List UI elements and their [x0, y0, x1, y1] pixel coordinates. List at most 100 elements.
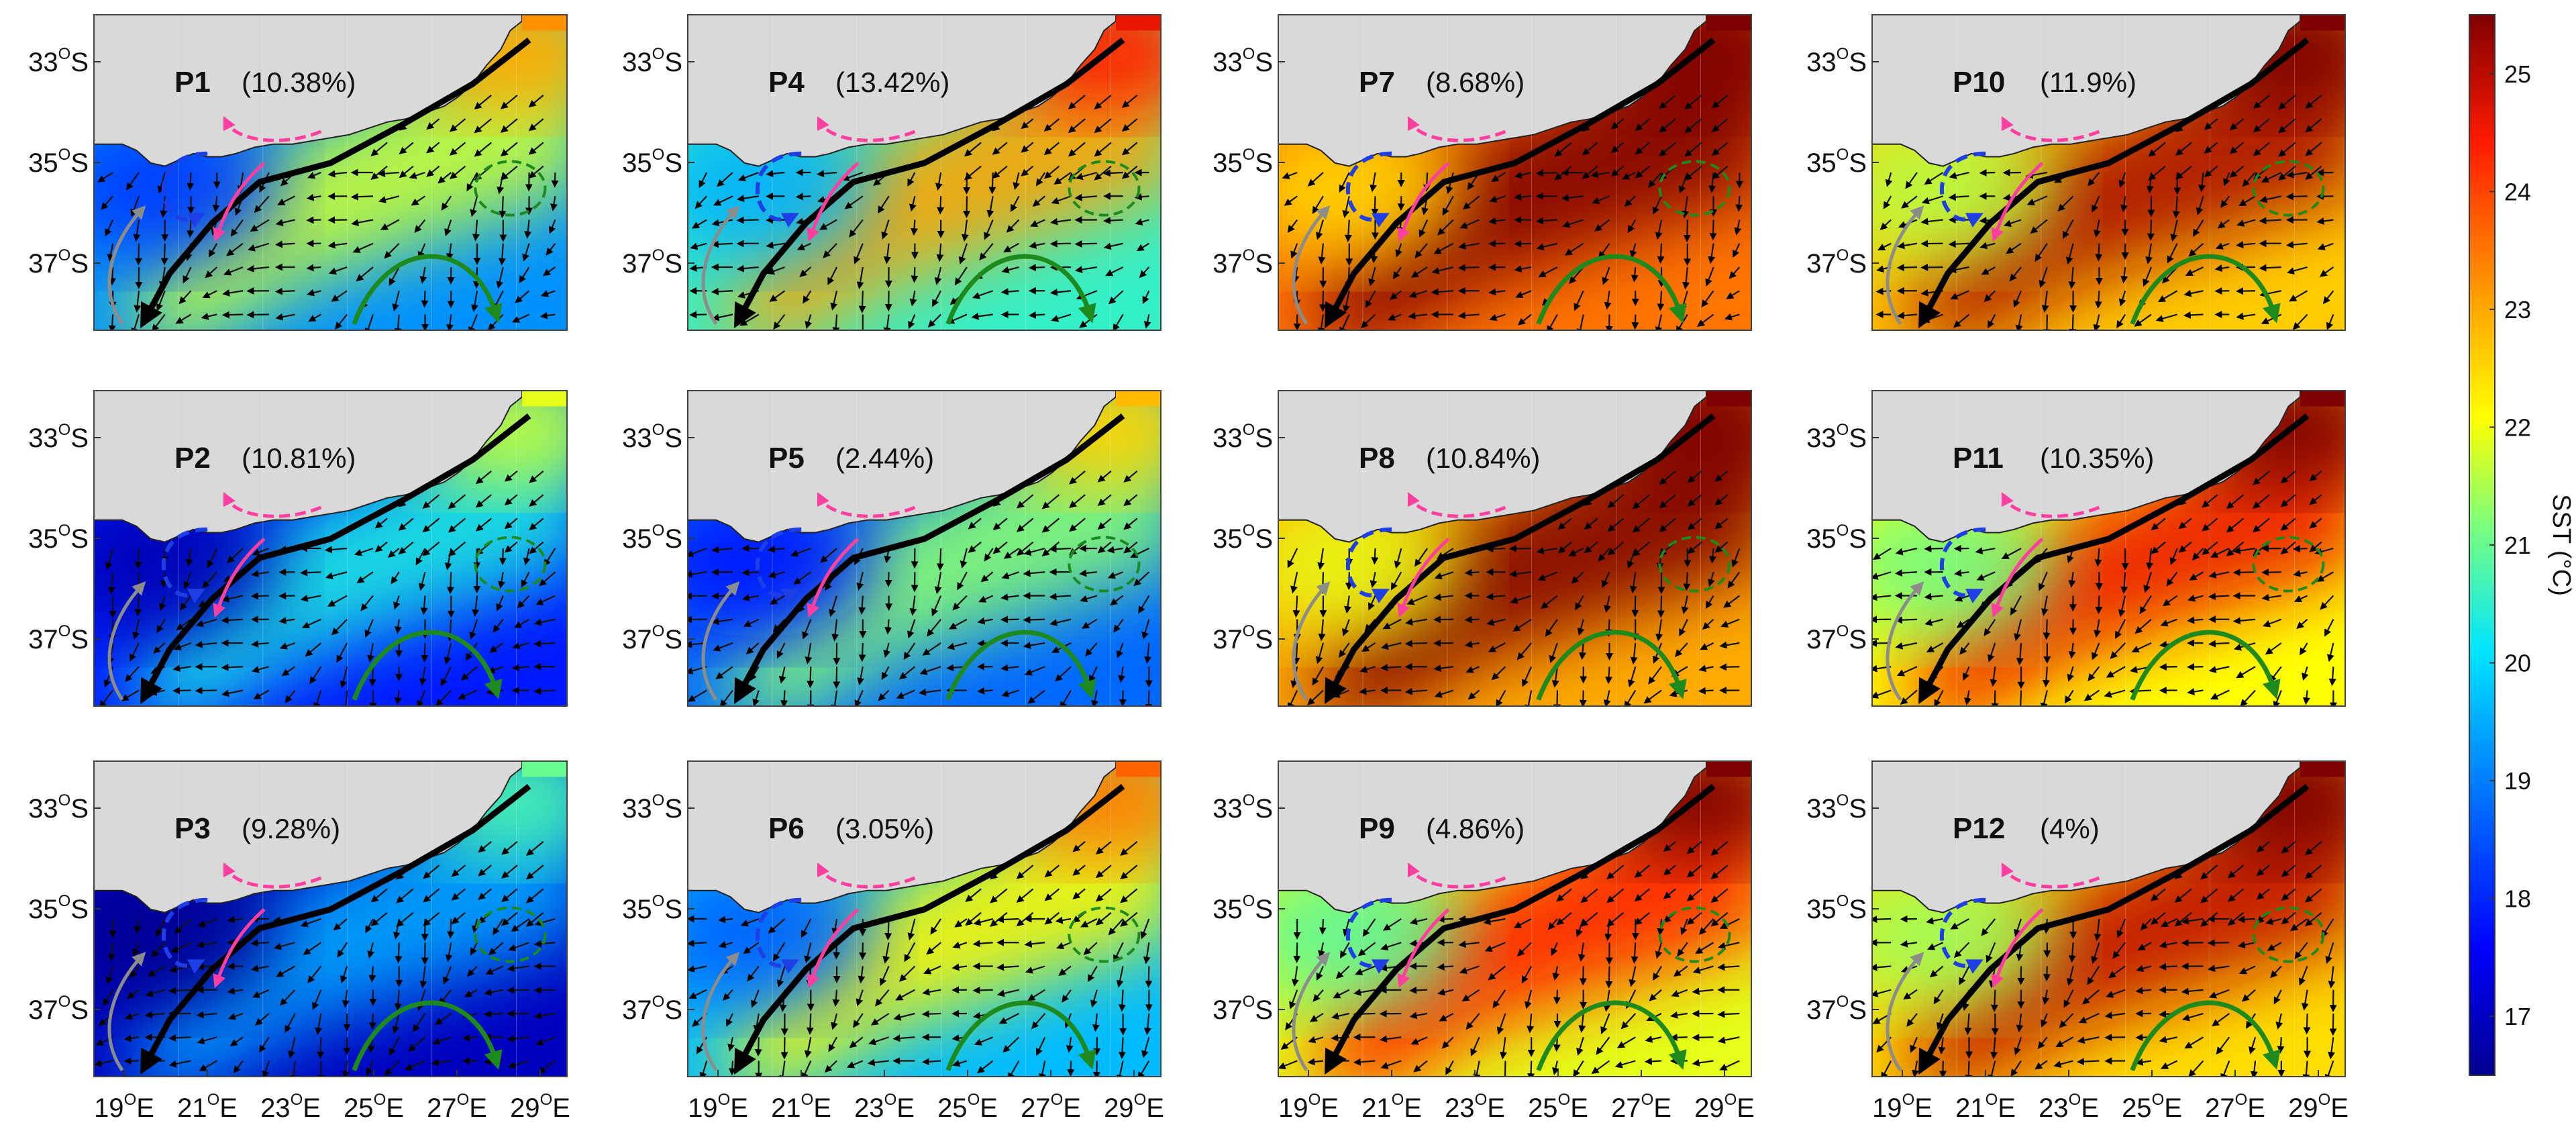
- lon-tick-label: 23OE: [1445, 1091, 1505, 1123]
- colorbar-tick-label: 21: [2504, 532, 2531, 559]
- map-panel-p9: P9 (4.86%) 33OS 35OS 37OS 19OE 21OE 23OE 25OE 27O…: [1213, 734, 1795, 1123]
- lat-tick-label: 33OS: [1213, 791, 1273, 824]
- lat-tick-label: 35OS: [1213, 146, 1273, 178]
- map-panel-p4: P4 (13.42%) 33OS 35OS 37OS: [622, 0, 1204, 362]
- lon-tick-label: 25OE: [1528, 1091, 1588, 1123]
- lon-tick-label: 19OE: [1872, 1091, 1933, 1123]
- lon-tick-label: 21OE: [177, 1091, 238, 1123]
- lat-tick-label: 37OS: [1213, 993, 1273, 1025]
- lat-tick-label: 35OS: [28, 522, 89, 554]
- lon-tick-label: 27OE: [427, 1091, 487, 1123]
- panel-percent: (4.86%): [1426, 813, 1525, 844]
- panel-label: P7: [1359, 66, 1395, 99]
- lat-tick-label: 35OS: [1213, 892, 1273, 924]
- lon-tick-label: 25OE: [937, 1091, 998, 1123]
- map-panel-p1: P1 (10.38%) 33OS 35OS 37OS: [28, 0, 611, 362]
- lon-tick-label: 27OE: [1021, 1091, 1081, 1123]
- map-panel-p7: P7 (8.68%) 33OS 35OS 37OS: [1213, 0, 1795, 362]
- lat-tick-label: 37OS: [28, 993, 89, 1025]
- lat-tick-label: 37OS: [1213, 622, 1273, 654]
- lon-tick-label: 21OE: [1361, 1091, 1422, 1123]
- colorbar-tick-label: 19: [2504, 767, 2531, 795]
- colorbar-tick-label: 25: [2504, 60, 2531, 88]
- panel-percent: (4%): [2040, 813, 2100, 844]
- lat-tick-label: 33OS: [622, 45, 682, 77]
- lon-tick-label: 23OE: [2039, 1091, 2099, 1123]
- lat-tick-label: 37OS: [622, 246, 682, 279]
- lon-tick-label: 19OE: [1278, 1091, 1339, 1123]
- panel-label: P4: [768, 66, 805, 99]
- colorbar-tick-label: 22: [2504, 413, 2531, 441]
- panel-label: P5: [768, 442, 805, 475]
- lon-tick-label: 21OE: [1955, 1091, 2016, 1123]
- panel-label: P9: [1359, 812, 1395, 845]
- lon-tick-label: 21OE: [771, 1091, 831, 1123]
- lon-tick-label: 25OE: [2122, 1091, 2182, 1123]
- panel-percent: (11.9%): [2040, 66, 2136, 98]
- panel-percent: (10.38%): [242, 66, 356, 98]
- lat-tick-label: 37OS: [1806, 622, 1867, 654]
- lat-tick-label: 35OS: [622, 522, 682, 554]
- panel-percent: (8.68%): [1426, 66, 1525, 98]
- lat-tick-label: 37OS: [28, 622, 89, 654]
- lat-tick-label: 33OS: [622, 791, 682, 824]
- lon-tick-label: 27OE: [2205, 1091, 2265, 1123]
- panel-label: P8: [1359, 442, 1395, 475]
- colorbar-tick-label: 24: [2504, 178, 2531, 205]
- lat-tick-label: 33OS: [28, 45, 89, 77]
- lat-tick-label: 33OS: [1806, 421, 1867, 453]
- panel-percent: (10.35%): [2040, 442, 2154, 474]
- lon-tick-label: 23OE: [260, 1091, 321, 1123]
- lon-tick-label: 29OE: [2288, 1091, 2349, 1123]
- lat-tick-label: 35OS: [1213, 522, 1273, 554]
- lat-tick-label: 35OS: [622, 892, 682, 924]
- panel-label: P3: [174, 812, 211, 845]
- panel-label: P1: [174, 66, 211, 99]
- lon-tick-label: 19OE: [688, 1091, 748, 1123]
- lat-tick-label: 35OS: [1806, 892, 1867, 924]
- panel-percent: (13.42%): [835, 66, 949, 98]
- panel-percent: (10.81%): [242, 442, 356, 474]
- panel-label: P12: [1953, 812, 2005, 845]
- colorbar-tick-label: 18: [2504, 885, 2531, 913]
- colorbar-tick-label: 17: [2504, 1003, 2531, 1030]
- panel-percent: (3.05%): [835, 813, 934, 844]
- lat-tick-label: 37OS: [1806, 246, 1867, 279]
- panel-label: P2: [174, 442, 211, 475]
- lat-tick-label: 37OS: [1213, 246, 1273, 279]
- lat-tick-label: 35OS: [28, 892, 89, 924]
- lat-tick-label: 33OS: [28, 791, 89, 824]
- lat-tick-label: 35OS: [28, 146, 89, 178]
- lon-tick-label: 29OE: [510, 1091, 570, 1123]
- panel-percent: (10.84%): [1426, 442, 1540, 474]
- panel-label: P10: [1953, 66, 2005, 99]
- lat-tick-label: 33OS: [1806, 791, 1867, 824]
- panel-label: P6: [768, 812, 805, 845]
- panel-label: P11: [1953, 442, 2004, 475]
- lat-tick-label: 33OS: [622, 421, 682, 453]
- lon-tick-label: 29OE: [1104, 1091, 1164, 1123]
- lon-tick-label: 19OE: [94, 1091, 154, 1123]
- colorbar-tick-label: 20: [2504, 650, 2531, 677]
- lat-tick-label: 35OS: [622, 146, 682, 178]
- lat-tick-label: 33OS: [1213, 45, 1273, 77]
- lon-tick-label: 27OE: [1611, 1091, 1671, 1123]
- panel-percent: (9.28%): [242, 813, 340, 844]
- lat-tick-label: 37OS: [28, 246, 89, 279]
- lat-tick-label: 35OS: [1806, 146, 1867, 178]
- colorbar-tick-label: 23: [2504, 296, 2531, 324]
- panels-layer: P1 (10.38%) 33OS 35OS 37OS P2 (10.81%) 33OS 35OS…: [28, 0, 2389, 1123]
- lat-tick-label: 33OS: [1806, 45, 1867, 77]
- map-panel-p10: P10 (11.9%) 33OS 35OS 37OS: [1806, 0, 2389, 362]
- lat-tick-label: 37OS: [622, 993, 682, 1025]
